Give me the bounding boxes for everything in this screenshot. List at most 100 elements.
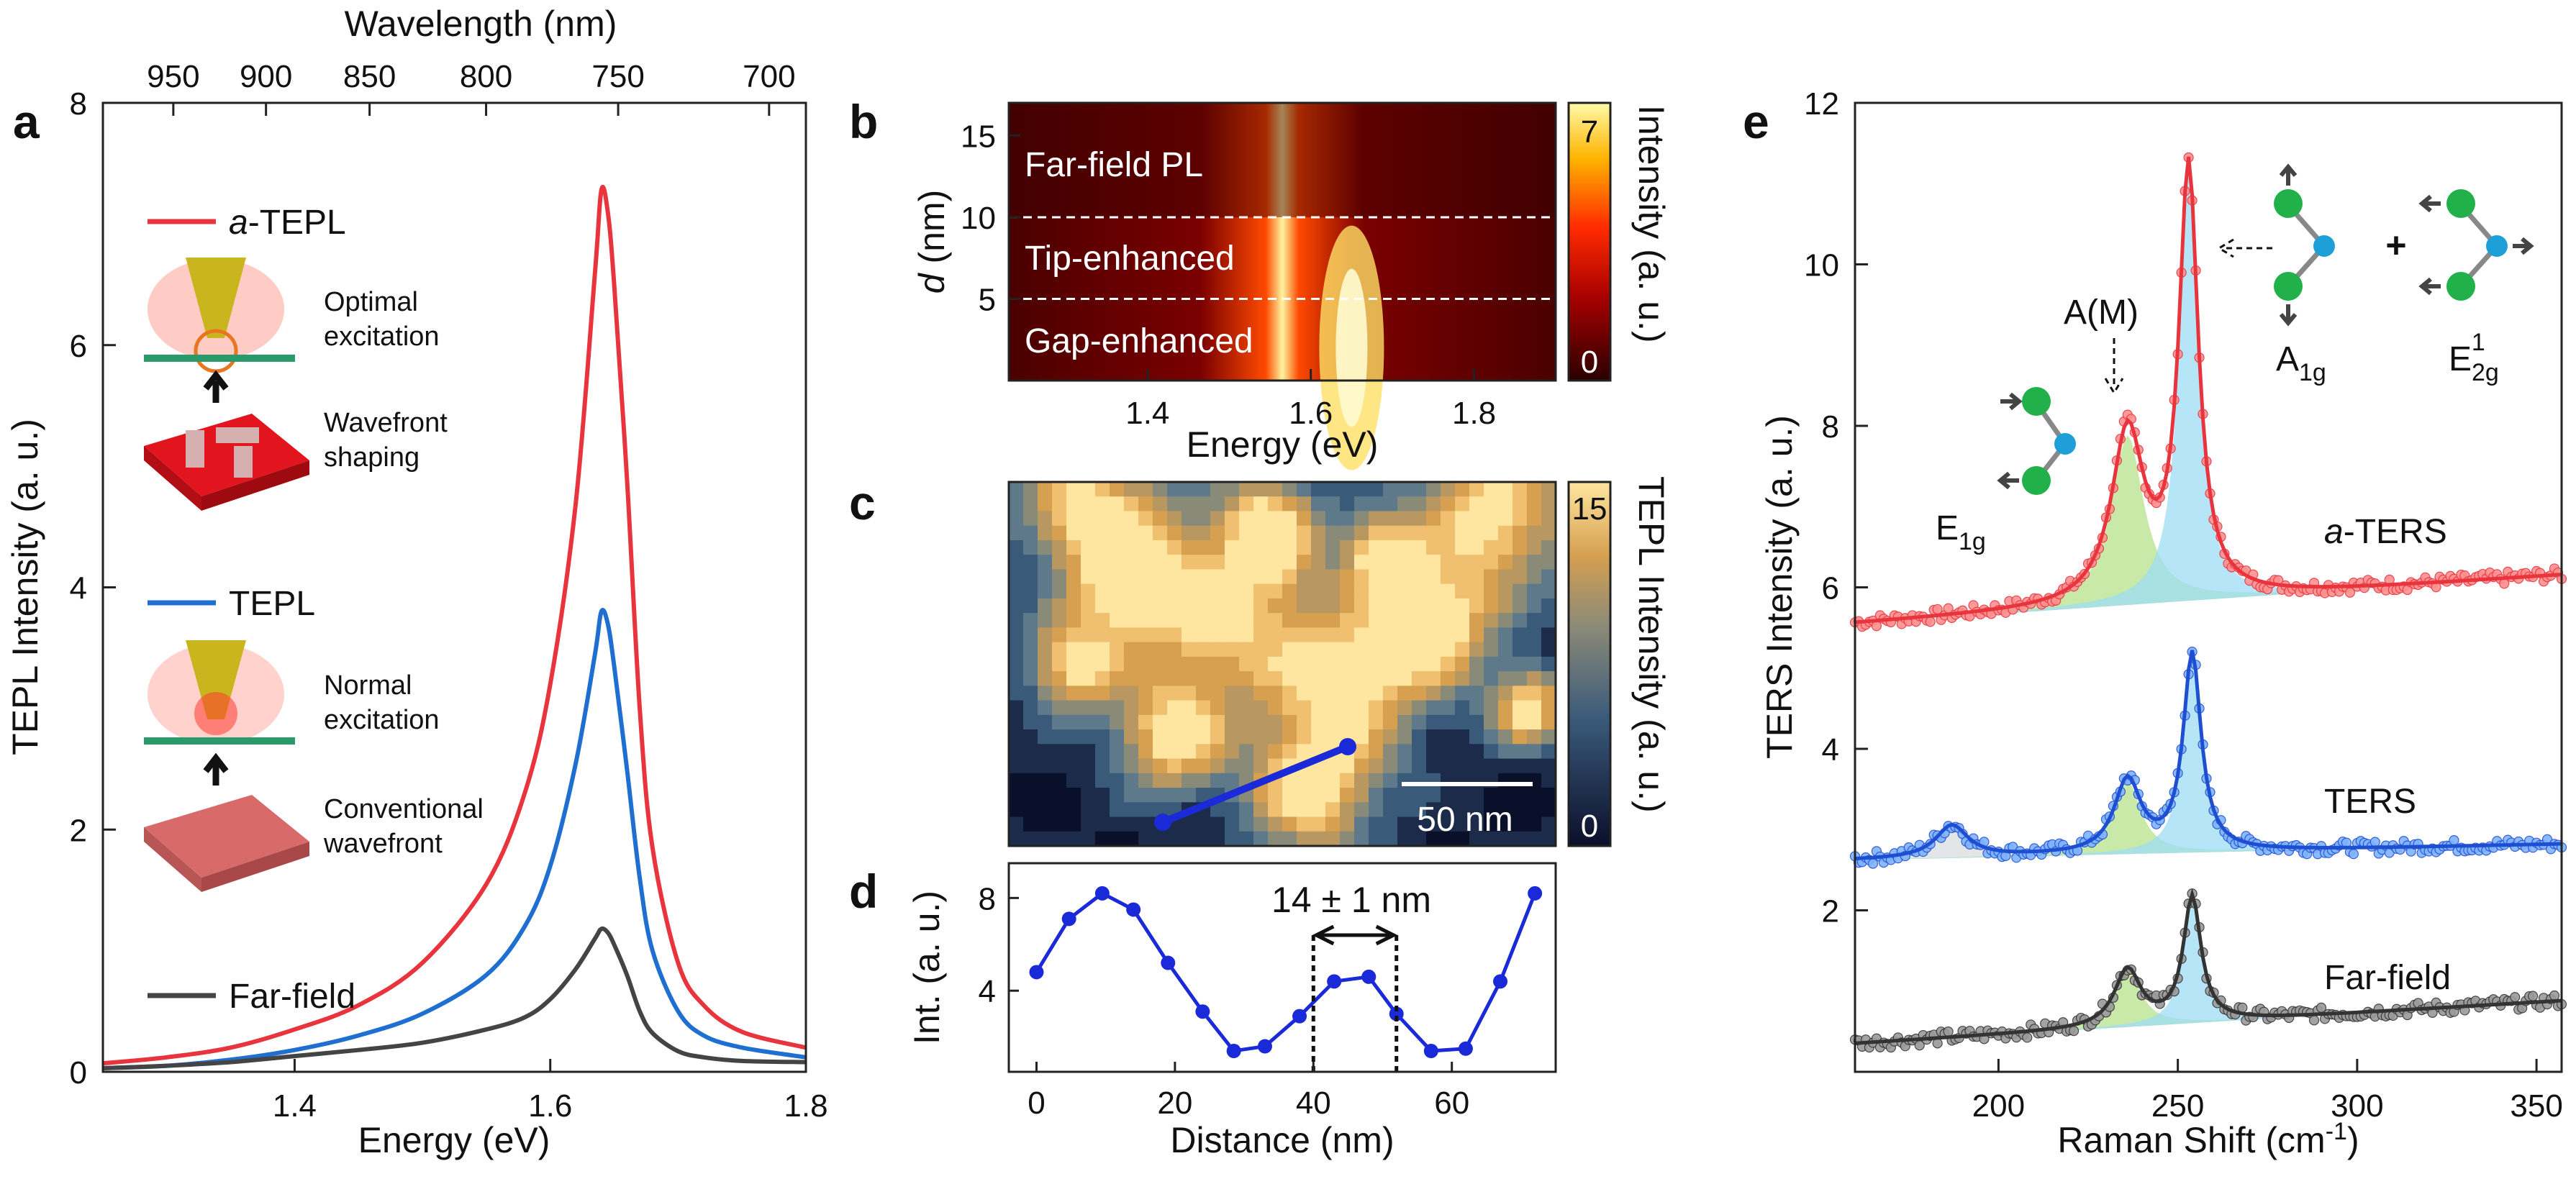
slm-surface-normal	[144, 795, 309, 878]
x-tick-label-b: 1.4	[1125, 396, 1169, 431]
heatmap-cell-c	[1498, 656, 1513, 672]
e2g-label-main: E	[2449, 340, 2472, 378]
heatmap-cell-c	[1038, 744, 1053, 760]
heatmap-cell-c	[1066, 671, 1081, 686]
heatmap-cell-c	[1441, 686, 1456, 701]
heatmap-cell-c	[1397, 729, 1412, 745]
heatmap-cell-c	[1282, 540, 1297, 555]
heatmap-cell-c	[1354, 831, 1369, 847]
heatmap-cell-c	[1182, 642, 1197, 657]
heatmap-cell-c	[1081, 583, 1096, 599]
heatmap-cell-c	[1455, 686, 1470, 701]
heatmap-cell-c	[1009, 627, 1024, 643]
heatmap-cell-c	[1253, 525, 1269, 541]
heatmap-cell-c	[1196, 671, 1211, 686]
heatmap-cell-c	[1138, 569, 1153, 585]
heatmap-cell-c	[1397, 686, 1412, 701]
heatmap-cell-c	[1484, 627, 1499, 643]
heatmap-cell-c	[1441, 583, 1456, 599]
heatmap-cell-c	[1297, 555, 1312, 570]
heatmap-cell-c	[1138, 555, 1153, 570]
region-label-gap-enhanced: Gap-enhanced	[1025, 322, 1253, 360]
heatmap-cell-c	[1426, 816, 1441, 832]
data-point-a-ters	[2499, 578, 2510, 589]
heatmap-cell-c	[1239, 700, 1254, 716]
heatmap-cell-c	[1095, 642, 1110, 657]
heatmap-cell-c	[1124, 744, 1139, 760]
heatmap-cell-c	[1282, 744, 1297, 760]
heatmap-cell-c	[1038, 482, 1053, 497]
heatmap-cell-c	[1182, 540, 1197, 555]
heatmap-cell-c	[1412, 788, 1427, 803]
data-point-far-field	[1932, 1038, 1943, 1049]
heatmap-cell-c	[1541, 496, 1556, 512]
slm-front-normal	[144, 827, 201, 892]
slm-front-optimal	[144, 446, 201, 511]
y-tick-label-a: 8	[70, 86, 87, 122]
heatmap-cell-c	[1095, 714, 1110, 730]
heatmap-cell-c	[1153, 773, 1168, 788]
heatmap-cell-c	[1541, 656, 1556, 672]
heatmap-cell-c	[1066, 525, 1081, 541]
arrow-up-optimal	[203, 370, 229, 403]
heatmap-cell-c	[1081, 671, 1096, 686]
heatmap-cell-c	[1066, 613, 1081, 628]
heatmap-cell-c	[1455, 656, 1470, 672]
heatmap-cell-c	[1455, 788, 1470, 803]
heatmap-cell-c	[1138, 613, 1153, 628]
x-tick-label-e: 250	[2151, 1088, 2204, 1124]
heatmap-cell-c	[1253, 816, 1269, 832]
heatmap-cell-c	[1354, 788, 1369, 803]
heatmap-cell-c	[1484, 540, 1499, 555]
heatmap-cell-c	[1455, 482, 1470, 497]
heatmap-cell-c	[1225, 569, 1240, 585]
heatmap-cell-c	[1527, 642, 1542, 657]
heatmap-cell-c	[1052, 686, 1067, 701]
e2g-label-sub: 2g	[2472, 359, 2499, 386]
heatmap-cell-c	[1023, 555, 1038, 570]
heatmap-cell-c	[1124, 802, 1139, 818]
heatmap-cell-c	[1484, 569, 1499, 585]
panel-letter-b: b	[849, 95, 878, 148]
heatmap-cell-c	[1210, 583, 1225, 599]
heatmap-cell-c	[1441, 714, 1456, 730]
heatmap-cell-c	[1412, 482, 1427, 497]
heatmap-cell-c	[1110, 729, 1125, 745]
heatmap-cell-c	[1167, 525, 1182, 541]
heatmap-cell-c	[1498, 744, 1513, 760]
heatmap-cell-c	[1167, 598, 1182, 614]
y-tick-label-b: 10	[961, 201, 996, 236]
heatmap-cell-c	[1282, 598, 1297, 614]
heatmap-cell-c	[1138, 627, 1153, 643]
arrow-up-normal	[203, 752, 229, 786]
heatmap-cell-c	[1182, 511, 1197, 527]
fwhm-arrow-right	[1375, 924, 1398, 946]
heatmap-cell-c	[1210, 627, 1225, 643]
colorbar-c	[1567, 481, 1612, 847]
linecut-point	[1493, 974, 1508, 989]
heatmap-cell-c	[1412, 613, 1427, 628]
fit-component-1-2	[1855, 655, 2562, 860]
heatmap-cell-c	[1268, 700, 1283, 716]
heatmap-cell-c	[1498, 714, 1513, 730]
heatmap-cell-c	[1268, 729, 1283, 745]
heatmap-cell-c	[1182, 627, 1197, 643]
heatmap-cell-c	[1469, 729, 1484, 745]
region-label-tip-enhanced: Tip-enhanced	[1025, 240, 1235, 278]
heatmap-cell-c	[1383, 642, 1398, 657]
heatmap-cell-c	[1484, 525, 1499, 541]
heatmap-cell-c	[1541, 583, 1556, 599]
heatmap-cell-c	[1167, 788, 1182, 803]
x-axis-label-d: Distance (nm)	[1170, 1120, 1394, 1160]
heatmap-cell-c	[1167, 613, 1182, 628]
heatmap-cell-c	[1253, 788, 1269, 803]
heatmap-cell-c	[1426, 831, 1441, 847]
heatmap-cell-c	[1038, 700, 1053, 716]
heatmap-cell-c	[1225, 686, 1240, 701]
heatmap-peak-hot	[1335, 268, 1368, 427]
heatmap-cell-c	[1541, 671, 1556, 686]
heatmap-cell-c	[1095, 802, 1110, 818]
heatmap-cell-c	[1354, 758, 1369, 774]
heatmap-cell-c	[1038, 686, 1053, 701]
slm-side-normal	[201, 842, 309, 892]
